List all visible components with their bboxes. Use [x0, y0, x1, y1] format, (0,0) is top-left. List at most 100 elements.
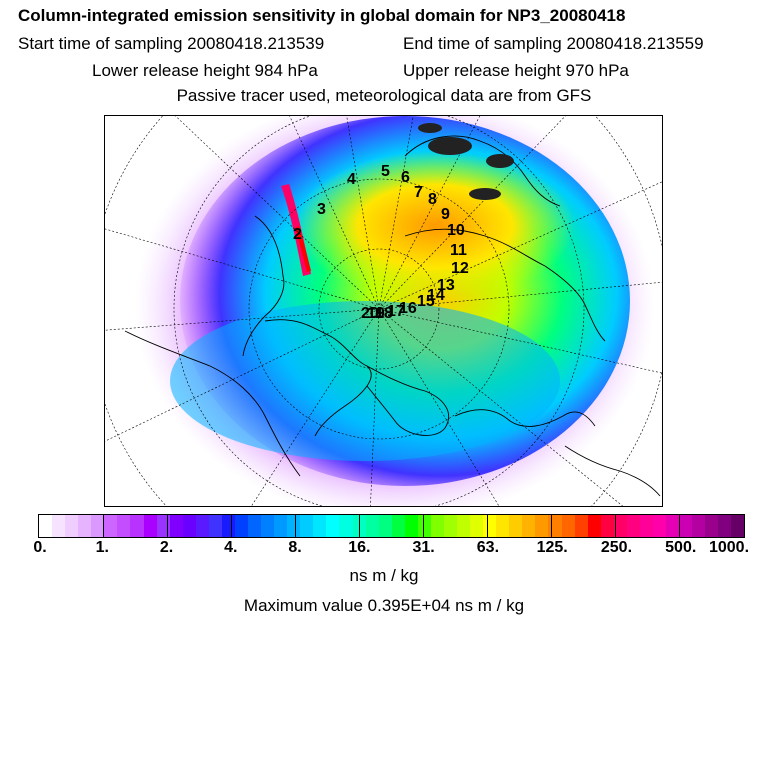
meridian: [175, 116, 380, 310]
day-label-15: 15: [417, 293, 435, 310]
colorbar-swatch: [248, 515, 262, 537]
colorbar-swatch: [600, 515, 614, 537]
dark-landmass: [418, 123, 514, 200]
upper-release-height: Upper release height 970 hPa: [403, 61, 629, 80]
coastline-north-america-west: [124, 330, 301, 477]
day-label-11: 11: [450, 242, 467, 259]
colorbar-swatch: [313, 515, 327, 537]
coastline-east-asia: [404, 135, 561, 207]
colorbar-swatch: [417, 515, 431, 537]
colorbar-swatch: [365, 515, 379, 537]
colorbar-swatch: [470, 515, 484, 537]
day-label-12: 12: [451, 260, 469, 277]
colorbar-tick: [423, 515, 424, 537]
colorbar-tick-label: 4.: [224, 539, 238, 556]
day-label-16: 16: [399, 300, 417, 317]
coastline-canada: [264, 319, 372, 437]
colorbar-swatch: [430, 515, 444, 537]
colorbar-tick: [103, 515, 104, 537]
colorbar-tick-label: 8.: [288, 539, 302, 556]
meridian: [378, 308, 624, 506]
meridian: [105, 308, 380, 442]
colorbar-swatch: [261, 515, 275, 537]
landmass-patch: [428, 137, 472, 155]
sensitivity-field-bottom: [170, 301, 560, 461]
colorbar-swatch: [182, 515, 196, 537]
colorbar-swatch: [679, 515, 693, 537]
sensitivity-high-band: [295, 151, 575, 301]
colorbar-swatch: [574, 515, 588, 537]
colorbar-swatch: [65, 515, 79, 537]
colorbar-tick: [487, 515, 488, 537]
map-canvas: 2 3 4 5 6 7 8 9 10 11 12 13 14 15 16 17 …: [105, 116, 662, 506]
day-label-8: 8: [428, 191, 437, 208]
colorbar-swatch: [378, 515, 392, 537]
meridian: [105, 228, 380, 310]
plot-title: Column-integrated emission sensitivity i…: [18, 6, 626, 25]
colorbar-swatch: [509, 515, 523, 537]
latitude-circle: [318, 248, 440, 370]
colorbar-tick-label: 125.: [536, 539, 568, 556]
colorbar-swatch: [91, 515, 105, 537]
colorbar-swatch: [169, 515, 183, 537]
day-label-9: 9: [441, 206, 450, 223]
latitude-circle: [173, 116, 585, 506]
lower-release-height: Lower release height 984 hPa: [92, 61, 318, 80]
coastline-greenland: [366, 365, 450, 436]
colorbar-tick-label: 250.: [600, 539, 633, 556]
start-time: Start time of sampling 20080418.213539: [18, 34, 325, 53]
colorbar-swatch: [52, 515, 66, 537]
day-label-3: 3: [317, 201, 326, 218]
meridian: [105, 308, 380, 331]
latitude-circle: [248, 178, 510, 440]
colorbar-swatch: [587, 515, 601, 537]
colorbar-swatch: [221, 515, 235, 537]
colorbar-swatch: [143, 515, 157, 537]
colorbar-tick-label: 0.: [33, 539, 47, 556]
colorbar-swatch: [626, 515, 640, 537]
meridian: [370, 308, 380, 506]
day-label-13: 13: [437, 277, 455, 294]
colorbar-tick: [167, 515, 168, 537]
colorbar-swatch: [234, 515, 248, 537]
colorbar-swatch: [195, 515, 209, 537]
colorbar-swatch: [39, 515, 53, 537]
day-labels: 2 3 4 5 6 7 8 9 10 11 12 13 14 15 16 17 …: [293, 163, 469, 322]
colorbar-tick-label: 16.: [348, 539, 371, 556]
coastlines: [124, 135, 661, 497]
meridian: [378, 308, 662, 374]
day-label-10: 10: [447, 222, 465, 239]
colorbar: [38, 514, 745, 538]
colorbar-swatch: [274, 515, 288, 537]
colorbar-swatch: [496, 515, 510, 537]
colorbar-tick: [679, 515, 680, 537]
day-label-5: 5: [381, 163, 390, 180]
colorbar-tick: [551, 515, 552, 537]
colorbar-swatch: [692, 515, 706, 537]
colorbar-tick-labels: 0. 1. 2. 4. 8. 16. 31. 63. 125. 250. 500. 1000.: [0, 539, 768, 559]
colorbar-swatch: [117, 515, 131, 537]
colorbar-tick-label: 31.: [412, 539, 435, 556]
colorbar-swatch: [339, 515, 353, 537]
colorbar-swatch: [561, 515, 575, 537]
meridian: [378, 308, 500, 506]
colorbar-tick-label: 1.: [95, 539, 109, 556]
day-label-7: 7: [414, 184, 423, 201]
colorbar-swatch: [522, 515, 536, 537]
colorbar-units: ns m / kg: [349, 566, 419, 585]
coastline-siberia: [404, 228, 606, 342]
colorbar-swatch: [666, 515, 680, 537]
colorbar-swatch: [287, 515, 301, 537]
colorbar-swatch: [639, 515, 653, 537]
high-sensitivity-streak-inner: [295, 226, 311, 272]
colorbar-tick: [231, 515, 232, 537]
colorbar-swatch: [300, 515, 314, 537]
day-label-17: 17: [387, 303, 405, 320]
meridian: [378, 281, 662, 310]
colorbar-swatch: [483, 515, 497, 537]
colorbar-swatch: [404, 515, 418, 537]
colorbar-swatch: [104, 515, 118, 537]
coastline-europe-south: [564, 445, 661, 497]
colorbar-swatch: [613, 515, 627, 537]
day-label-18: 18: [375, 305, 393, 322]
